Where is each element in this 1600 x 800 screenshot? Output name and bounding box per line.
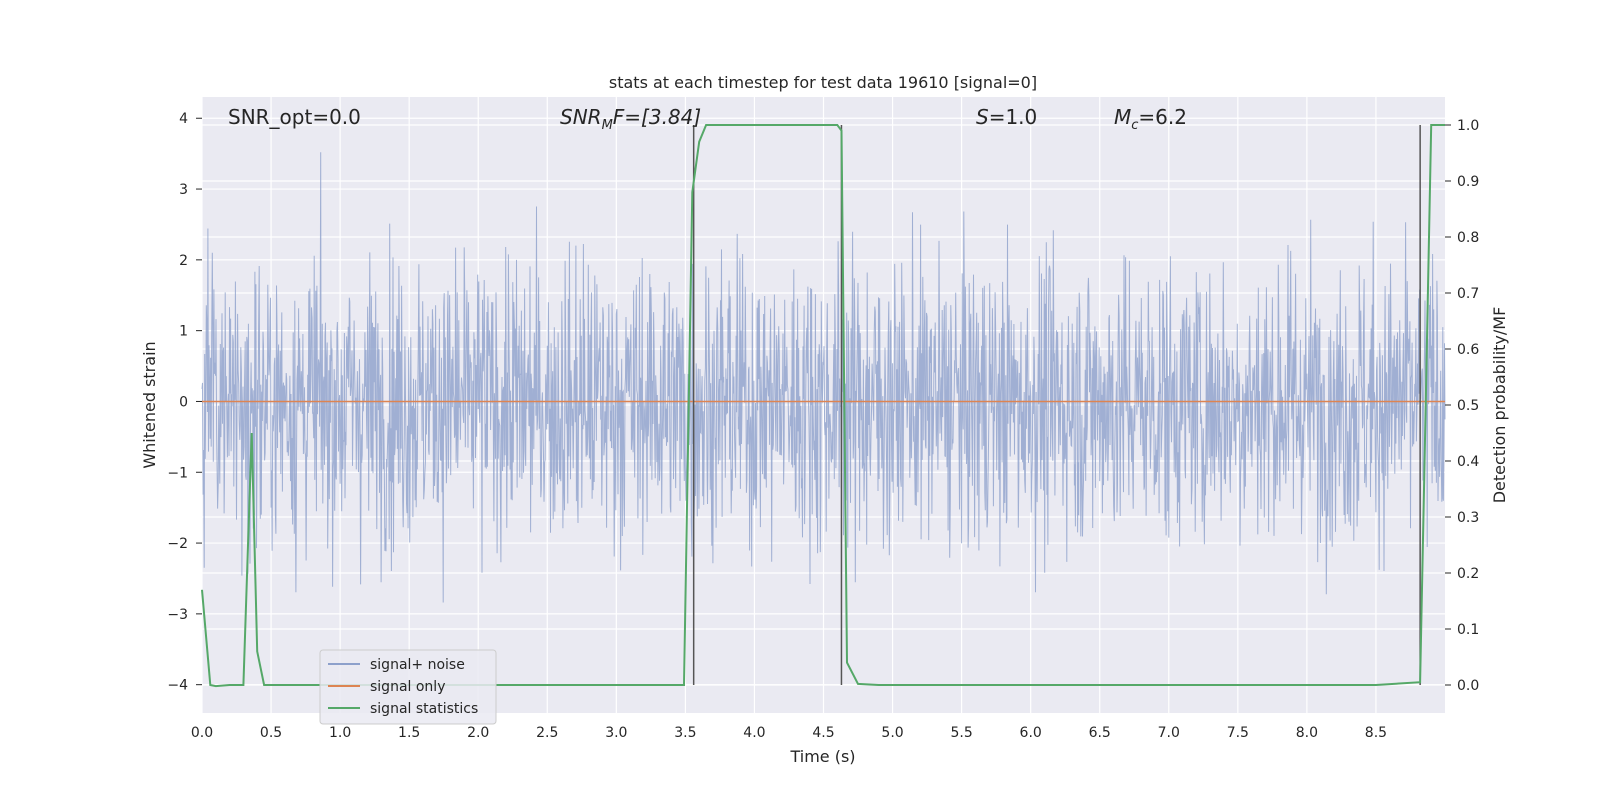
x-tick-label: 5.0 <box>881 725 903 741</box>
y2-axis-label: Detection probability/MF <box>1490 307 1509 504</box>
x-axis-label: Time (s) <box>789 747 855 766</box>
legend-label-signal: signal only <box>370 679 445 695</box>
y2-tick-labels: 1.0 0.9 0.8 0.7 0.6 0.5 0.4 0.3 0.2 0.1 0.0 <box>1445 118 1479 694</box>
legend: signal+ noise signal only signal statist… <box>319 649 497 725</box>
noise-series <box>201 152 1446 603</box>
x-tick-label: 1.0 <box>329 725 351 741</box>
y-tick-label: 0 <box>179 394 188 410</box>
x-tick-label: 1.5 <box>398 725 420 741</box>
s-annotation: S=1.0 <box>976 105 1037 129</box>
y-tick-label: 4 <box>179 111 188 127</box>
mc-val: =6.2 <box>1138 105 1187 129</box>
y-tick-label: 3 <box>179 182 188 198</box>
snr-mf-annotation: SNRMF=[3.84] <box>560 105 701 133</box>
x-tick-label: 7.0 <box>1158 725 1180 741</box>
statistics-series <box>201 124 1445 688</box>
y2-tick-label: 0.5 <box>1457 398 1479 414</box>
y-tick-label: 2 <box>179 253 188 269</box>
x-tick-label: 8.5 <box>1365 725 1387 741</box>
legend-label-noise: signal+ noise <box>370 657 465 673</box>
x-tick-label: 5.5 <box>950 725 972 741</box>
y-axis-label: Whitened strain <box>140 341 159 468</box>
y-tick-label: −1 <box>167 465 188 481</box>
x-tick-label: 2.0 <box>467 725 489 741</box>
mc-var: M <box>1114 105 1131 129</box>
noise-line <box>201 152 1446 603</box>
x-tick-label: 4.0 <box>743 725 765 741</box>
snr-mf-sub: M <box>602 118 613 133</box>
snr-opt-annotation: SNR_opt=0.0 <box>228 105 361 129</box>
x-tick-label: 4.5 <box>812 725 834 741</box>
x-tick-label: 7.5 <box>1227 725 1249 741</box>
y-tick-label: −4 <box>167 678 188 694</box>
x-tick-label: 0.0 <box>191 725 213 741</box>
y-tick-labels: 4 3 2 1 0 −1 −2 −3 −4 <box>167 111 202 694</box>
y-tick-label: −3 <box>167 607 188 623</box>
snr-mf-main: SNR <box>560 105 602 129</box>
s-var: S <box>976 105 989 129</box>
statistics-line <box>201 124 1445 688</box>
chart-title: stats at each timestep for test data 196… <box>609 73 1037 92</box>
y2-tick-label: 1.0 <box>1457 118 1479 134</box>
y-tick-label: 1 <box>179 324 188 340</box>
y2-tick-label: 0.6 <box>1457 342 1479 358</box>
snr-mf-rest: F=[3.84] <box>613 105 701 129</box>
x-tick-label: 3.5 <box>674 725 696 741</box>
x-tick-label: 3.0 <box>605 725 627 741</box>
x-tick-label: 2.5 <box>536 725 558 741</box>
y2-tick-label: 0.8 <box>1457 230 1479 246</box>
s-val: =1.0 <box>989 105 1038 129</box>
y2-tick-label: 0.7 <box>1457 286 1479 302</box>
y2-tick-label: 0.1 <box>1457 622 1479 638</box>
y2-tick-label: 0.3 <box>1457 510 1479 526</box>
mc-sub: c <box>1131 118 1138 133</box>
y2-tick-label: 0.2 <box>1457 566 1479 582</box>
x-tick-label: 6.5 <box>1089 725 1111 741</box>
y2-tick-label: 0.9 <box>1457 174 1479 190</box>
grid <box>201 97 1445 713</box>
x-tick-label: 6.0 <box>1020 725 1042 741</box>
legend-box <box>319 649 497 725</box>
legend-label-stats: signal statistics <box>370 701 478 717</box>
y2-tick-label: 0.0 <box>1457 678 1479 694</box>
x-tick-labels: 0.0 0.5 1.0 1.5 2.0 2.5 3.0 3.5 4.0 4.5 5.0 5.5 6.0 6… <box>191 725 1387 741</box>
x-tick-label: 8.0 <box>1296 725 1318 741</box>
mc-annotation: Mc=6.2 <box>1114 105 1187 133</box>
y-tick-label: −2 <box>167 536 188 552</box>
y2-tick-label: 0.4 <box>1457 454 1479 470</box>
x-tick-label: 0.5 <box>260 725 282 741</box>
